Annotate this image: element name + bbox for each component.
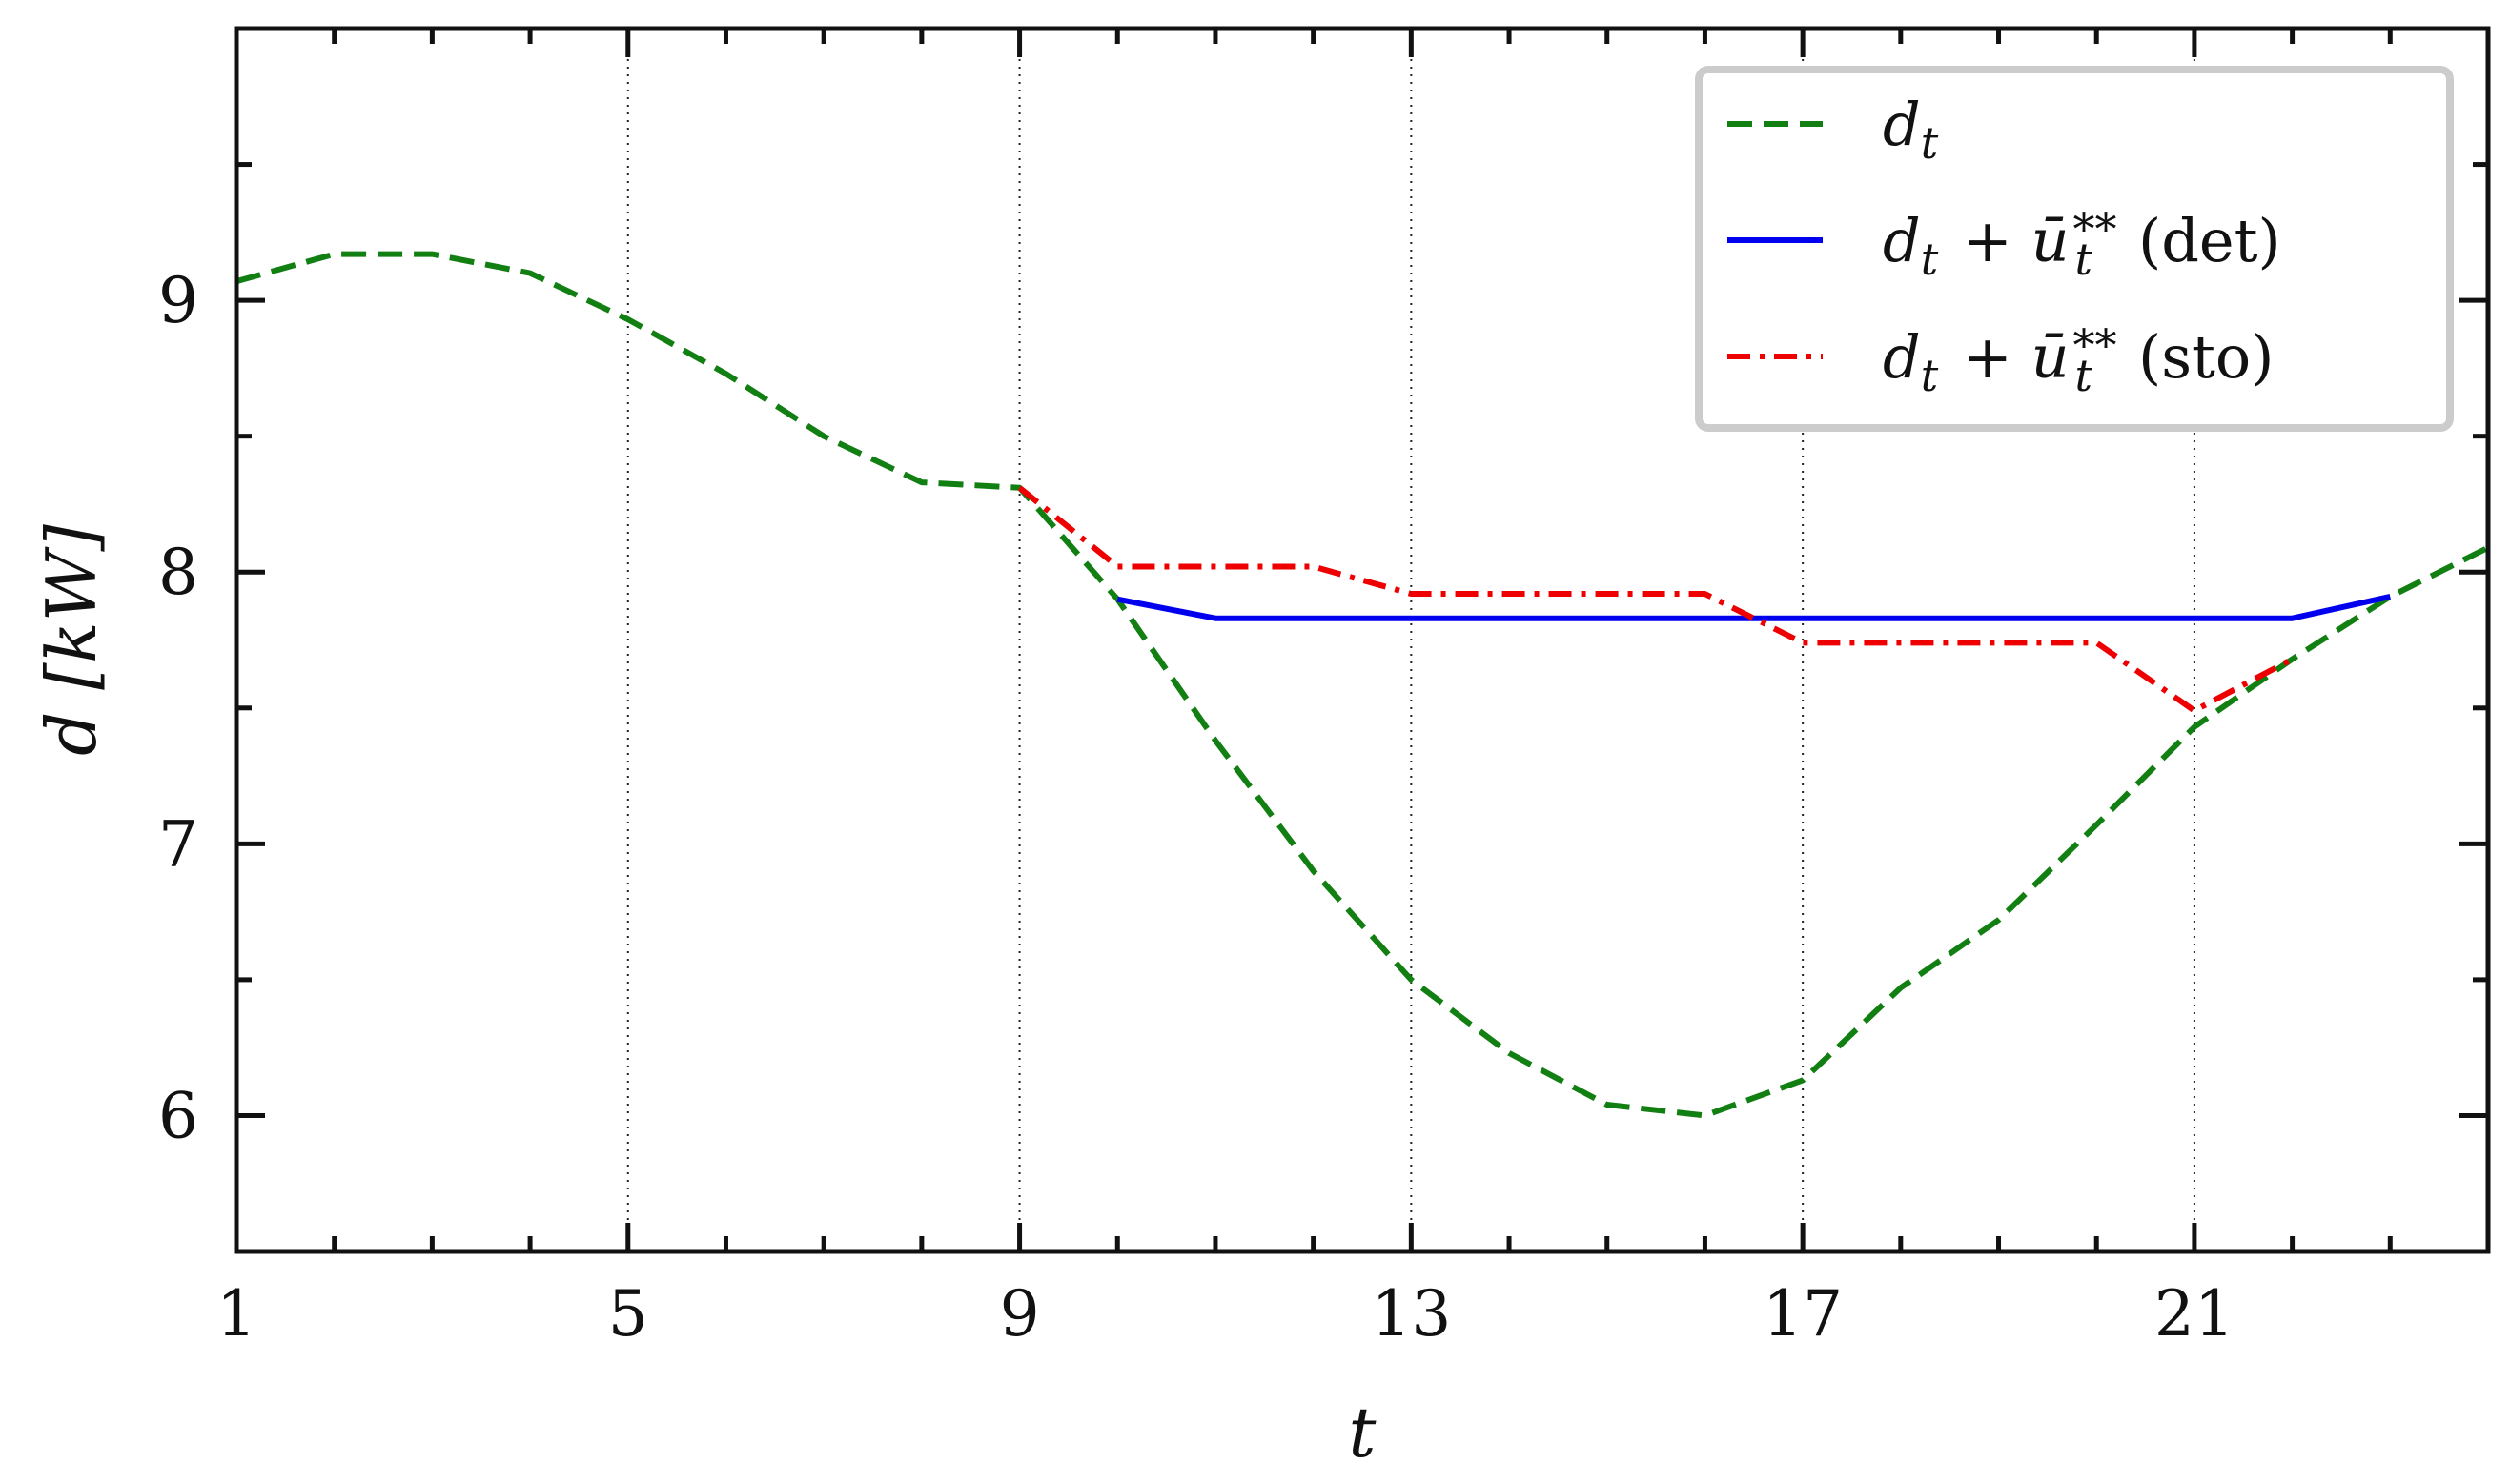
legend-label: dt + ū** t (sto) — [1883, 319, 2274, 401]
y-tick-label: 6 — [158, 1079, 198, 1152]
x-tick-label: 1 — [216, 1277, 256, 1351]
vertical-gridlines — [626, 29, 2195, 1251]
x-tick-label: 13 — [1371, 1277, 1451, 1351]
legend-label: dt — [1883, 90, 1939, 169]
series-line — [235, 251, 2490, 1119]
plot-frame — [234, 26, 2491, 1254]
x-axis-label: t — [1349, 1393, 1377, 1473]
y-tick-label: 9 — [158, 264, 198, 337]
y-axis-label: d [kW] — [31, 523, 112, 756]
x-tick-label: 17 — [1763, 1277, 1843, 1351]
series-line — [1116, 593, 2391, 621]
series-1 — [1116, 593, 2391, 621]
series-0 — [235, 251, 2490, 1119]
x-tick-label: 9 — [1000, 1277, 1040, 1351]
series-line — [1017, 485, 2294, 714]
x-tick-label: 5 — [608, 1277, 648, 1351]
y-tick-label: 7 — [158, 807, 198, 881]
series-2 — [1017, 485, 2294, 714]
legend-label: dt + ū** t (det) — [1883, 203, 2281, 285]
tick-labels: 1 5 9 13 17 21 6 7 8 9 — [158, 264, 2235, 1351]
data-series — [235, 251, 2490, 1119]
y-tick-label: 8 — [158, 536, 198, 609]
legend-box — [1695, 66, 2454, 432]
legend: dt dt + ū** t (det) dt + ū** t (sto) — [1695, 66, 2454, 432]
x-tick-label: 21 — [2154, 1277, 2235, 1351]
